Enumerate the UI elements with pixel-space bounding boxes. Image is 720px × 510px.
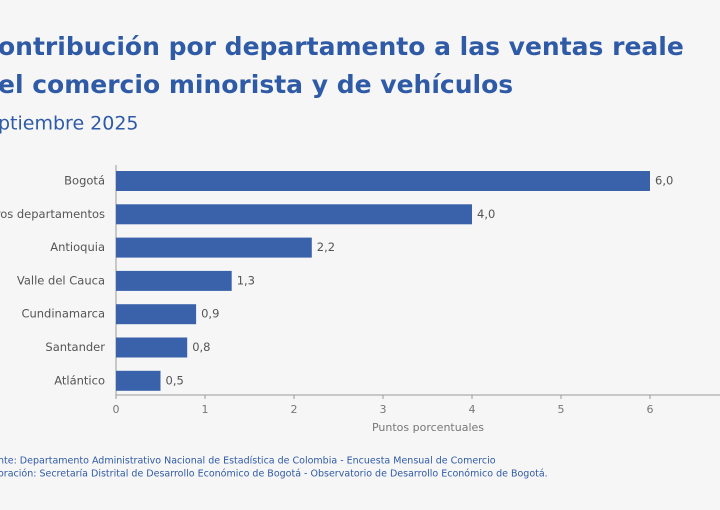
y-tick-label: Santander: [45, 340, 105, 354]
y-tick-label: ros departamentos: [0, 207, 105, 221]
source-note: nte: Departamento Administrativo Naciona…: [0, 456, 496, 467]
y-tick-label: Antioquia: [50, 240, 105, 254]
chart-subtitle: ptiembre 2025: [0, 113, 139, 135]
y-tick-label: Cundinamarca: [21, 307, 105, 321]
x-tick-label: 5: [558, 403, 565, 416]
value-label: 0,5: [166, 373, 184, 387]
bar: [116, 270, 232, 291]
value-label: 6,0: [655, 174, 673, 188]
bar: [116, 171, 650, 191]
bar: [116, 370, 161, 391]
bar: [116, 204, 472, 225]
x-tick-label: 1: [202, 403, 209, 416]
chart-title: el comercio minorista y de vehículos: [0, 70, 513, 99]
y-tick-label: Bogotá: [64, 174, 105, 188]
value-label: 2,2: [317, 240, 335, 254]
x-tick-label: 4: [469, 403, 476, 416]
chart-title: ontribución por departamento a las venta…: [0, 32, 684, 61]
bar: [116, 237, 312, 258]
y-tick-label: Valle del Cauca: [17, 273, 105, 287]
bar: [116, 337, 188, 358]
x-tick-label: 3: [380, 403, 387, 416]
y-tick-label: Atlántico: [54, 373, 105, 387]
x-tick-label: 2: [291, 403, 298, 416]
value-label: 1,3: [237, 273, 255, 287]
source-note: oración: Secretaría Distrital de Desarro…: [0, 469, 548, 480]
value-label: 0,9: [201, 307, 219, 321]
x-tick-label: 0: [113, 403, 120, 416]
value-label: 0,8: [192, 340, 210, 354]
x-axis-label: Puntos porcentuales: [372, 421, 484, 434]
value-label: 4,0: [477, 207, 495, 221]
x-tick-label: 6: [647, 403, 654, 416]
bar: [116, 304, 197, 325]
